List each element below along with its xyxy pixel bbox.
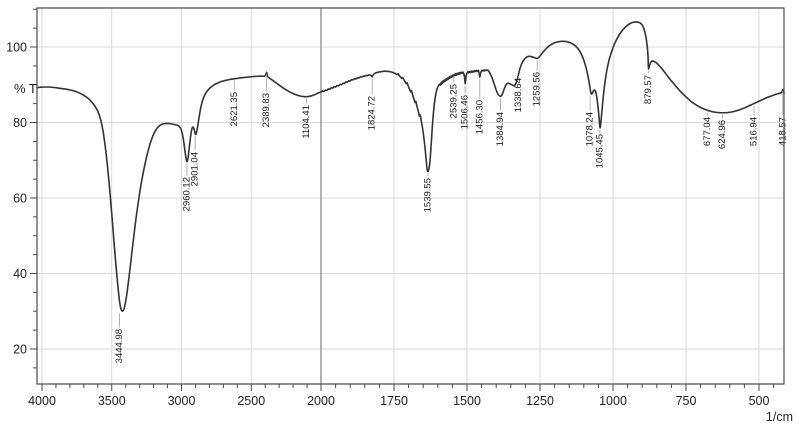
y-tick-label: 60 bbox=[13, 192, 27, 206]
x-tick-label: 1500 bbox=[453, 394, 481, 408]
peak-label: 1078.24 bbox=[585, 112, 596, 146]
peak-label: 2901.04 bbox=[190, 152, 201, 186]
x-tick-label: 1750 bbox=[380, 394, 408, 408]
peak-label: 1456.30 bbox=[474, 100, 485, 134]
x-tick-label: 1250 bbox=[526, 394, 554, 408]
peak-label: 677.04 bbox=[702, 117, 713, 146]
peak-label: 879.57 bbox=[643, 75, 654, 104]
peak-label: 418.57 bbox=[777, 117, 788, 146]
y-axis-title: % T bbox=[14, 81, 37, 96]
spectrum-curve bbox=[36, 21, 785, 313]
peak-label: 1539.55 bbox=[422, 178, 433, 212]
peak-label: 1506.46 bbox=[460, 95, 471, 129]
x-tick-label: 500 bbox=[749, 394, 770, 408]
peak-label: 2621.35 bbox=[229, 92, 240, 126]
peak-label: 1824.72 bbox=[367, 96, 378, 130]
x-tick-label: 4000 bbox=[28, 394, 56, 408]
peak-label: 1259.56 bbox=[532, 72, 543, 106]
peak-label: 2960.12 bbox=[181, 177, 192, 211]
x-tick-label: 3500 bbox=[98, 394, 126, 408]
peak-label: 1104.41 bbox=[301, 105, 312, 139]
peak-label: 1384.94 bbox=[495, 112, 506, 146]
peak-label: 516.94 bbox=[749, 117, 760, 146]
peak-label: 2389.83 bbox=[261, 93, 272, 127]
x-tick-label: 2000 bbox=[307, 394, 335, 408]
x-axis-title: 1/cm bbox=[766, 410, 793, 424]
peak-label: 624.96 bbox=[717, 120, 728, 149]
peak-label: 1045.45 bbox=[594, 134, 605, 168]
y-tick-label: 100 bbox=[6, 41, 27, 55]
y-tick-label: 40 bbox=[13, 267, 27, 281]
peak-label: 1338.64 bbox=[513, 78, 524, 112]
x-tick-label: 750 bbox=[676, 394, 697, 408]
peak-label: 2539.25 bbox=[448, 84, 459, 118]
x-tick-label: 3000 bbox=[168, 394, 196, 408]
plot-frame bbox=[36, 7, 785, 385]
x-tick-label: 1000 bbox=[599, 394, 627, 408]
x-tick-label: 2500 bbox=[237, 394, 265, 408]
y-tick-label: 20 bbox=[13, 343, 27, 357]
y-tick-label: 80 bbox=[13, 116, 27, 130]
peak-label: 3444.98 bbox=[114, 329, 125, 363]
